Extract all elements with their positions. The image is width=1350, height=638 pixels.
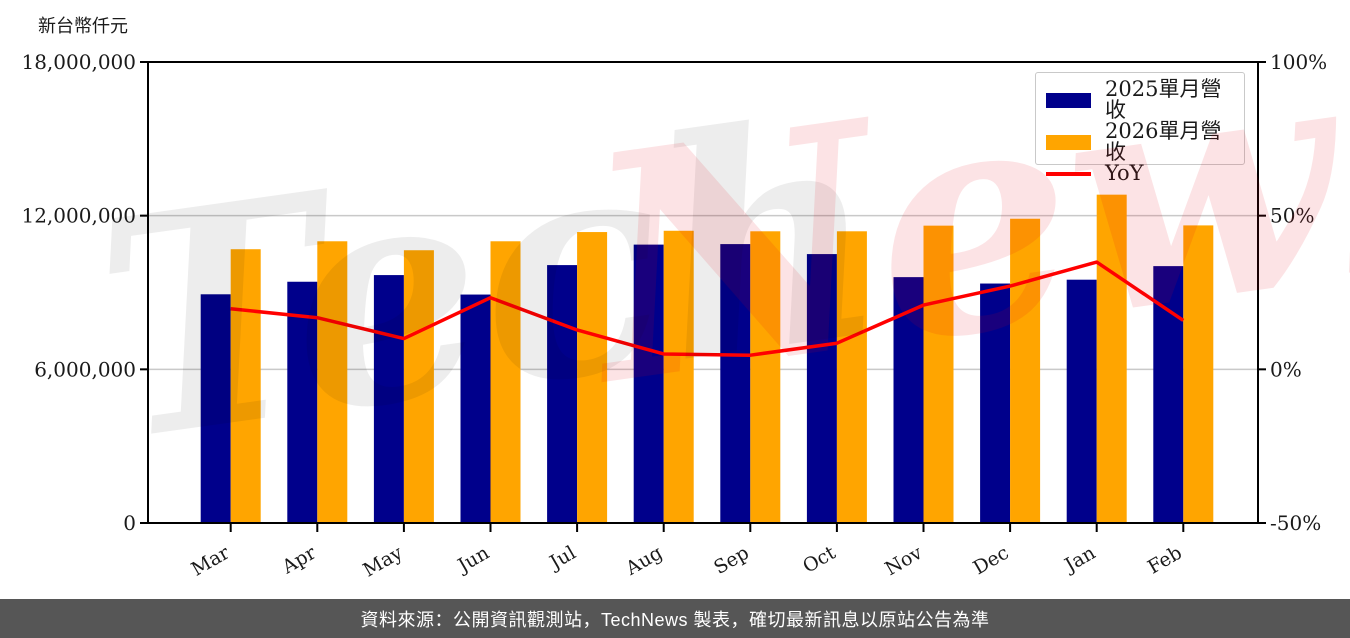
- x-tick-label-Aug: Aug: [621, 542, 666, 581]
- left-axis-tick-label: 12,000,000: [21, 204, 136, 228]
- right-axis-tick-label: 50%: [1270, 204, 1314, 228]
- source-note-bar: 資料來源：公開資訊觀測站，TechNews 製表，確切最新訊息以原站公告為準: [0, 599, 1350, 638]
- legend-item-2026: 2026單月營收: [1046, 121, 1234, 163]
- x-tick-label-Dec: Dec: [969, 542, 1012, 580]
- bar-2026-Jul: [577, 232, 608, 523]
- bar-2025-Mar: [200, 294, 231, 523]
- x-tick-label-Jul: Jul: [544, 542, 579, 575]
- bar-2026-Oct: [836, 231, 867, 524]
- bar-2025-Jun: [460, 294, 491, 523]
- legend-swatch-2025: [1046, 92, 1091, 108]
- legend-label-2025: 2025單月營收: [1105, 77, 1222, 122]
- bar-2026-Dec: [1010, 218, 1041, 524]
- plot-border: [147, 61, 1259, 524]
- legend-box: 2025單月營收 2026單月營收 YoY: [1035, 72, 1245, 184]
- bar-2026-May: [403, 250, 434, 523]
- x-tick-label-Oct: Oct: [799, 542, 840, 578]
- bar-2025-Jan: [1066, 279, 1097, 523]
- bar-2025-Sep: [720, 244, 751, 523]
- legend-swatch-2026: [1046, 134, 1091, 150]
- bar-2025-Oct: [806, 254, 837, 524]
- bar-2026-Sep: [750, 231, 781, 524]
- bar-2025-Jul: [547, 265, 578, 523]
- bar-2026-Jan: [1096, 194, 1127, 523]
- x-tick-label-Jan: Jan: [1059, 542, 1099, 578]
- left-axis-tick-label: 18,000,000: [21, 50, 136, 74]
- x-tick-label-Apr: Apr: [278, 541, 321, 578]
- legend-label-2026: 2026單月營收: [1105, 119, 1222, 164]
- x-tick-label-Jun: Jun: [452, 542, 493, 578]
- x-tick-label-Nov: Nov: [881, 542, 926, 581]
- legend-swatch-yoy-line: [1046, 171, 1091, 176]
- bar-2026-Feb: [1183, 225, 1214, 523]
- legend-item-yoy: YoY: [1046, 163, 1234, 184]
- x-tick-label-Sep: Sep: [710, 542, 753, 579]
- right-axis-tick-label: 0%: [1270, 357, 1302, 381]
- yoy-line: [230, 260, 1185, 357]
- bar-2025-Aug: [633, 244, 664, 523]
- x-tick-label-Mar: Mar: [188, 541, 234, 580]
- chart-plot-canvas: 0 6,000,000 12,000,000 18,000,000 -50% 0% 50% 1…: [21, 50, 1327, 582]
- legend-label-yoy: YoY: [1105, 161, 1144, 185]
- bar-2025-May: [373, 275, 404, 523]
- legend-item-2025: 2025單月營收: [1046, 79, 1234, 121]
- left-axis-tick-label: 0: [123, 511, 136, 535]
- left-axis-unit-label: 新台幣仟元: [38, 16, 128, 37]
- bar-2026-Aug: [663, 230, 694, 523]
- bar-2026-Jun: [490, 241, 521, 523]
- bar-2025-Apr: [287, 281, 318, 523]
- bar-2025-Dec: [980, 283, 1011, 523]
- right-axis-tick-label: 100%: [1270, 50, 1327, 74]
- bar-2026-Apr: [317, 241, 348, 523]
- bar-2025-Nov: [893, 277, 924, 523]
- source-note-text: 資料來源：公開資訊觀測站，TechNews 製表，確切最新訊息以原站公告為準: [360, 609, 990, 630]
- x-tick-label-Feb: Feb: [1144, 542, 1186, 579]
- left-axis-tick-label: 6,000,000: [34, 357, 136, 381]
- x-tick-label-May: May: [359, 542, 406, 582]
- bar-2026-Nov: [923, 225, 954, 523]
- right-axis-tick-label: -50%: [1270, 511, 1321, 535]
- bar-2026-Mar: [230, 249, 261, 523]
